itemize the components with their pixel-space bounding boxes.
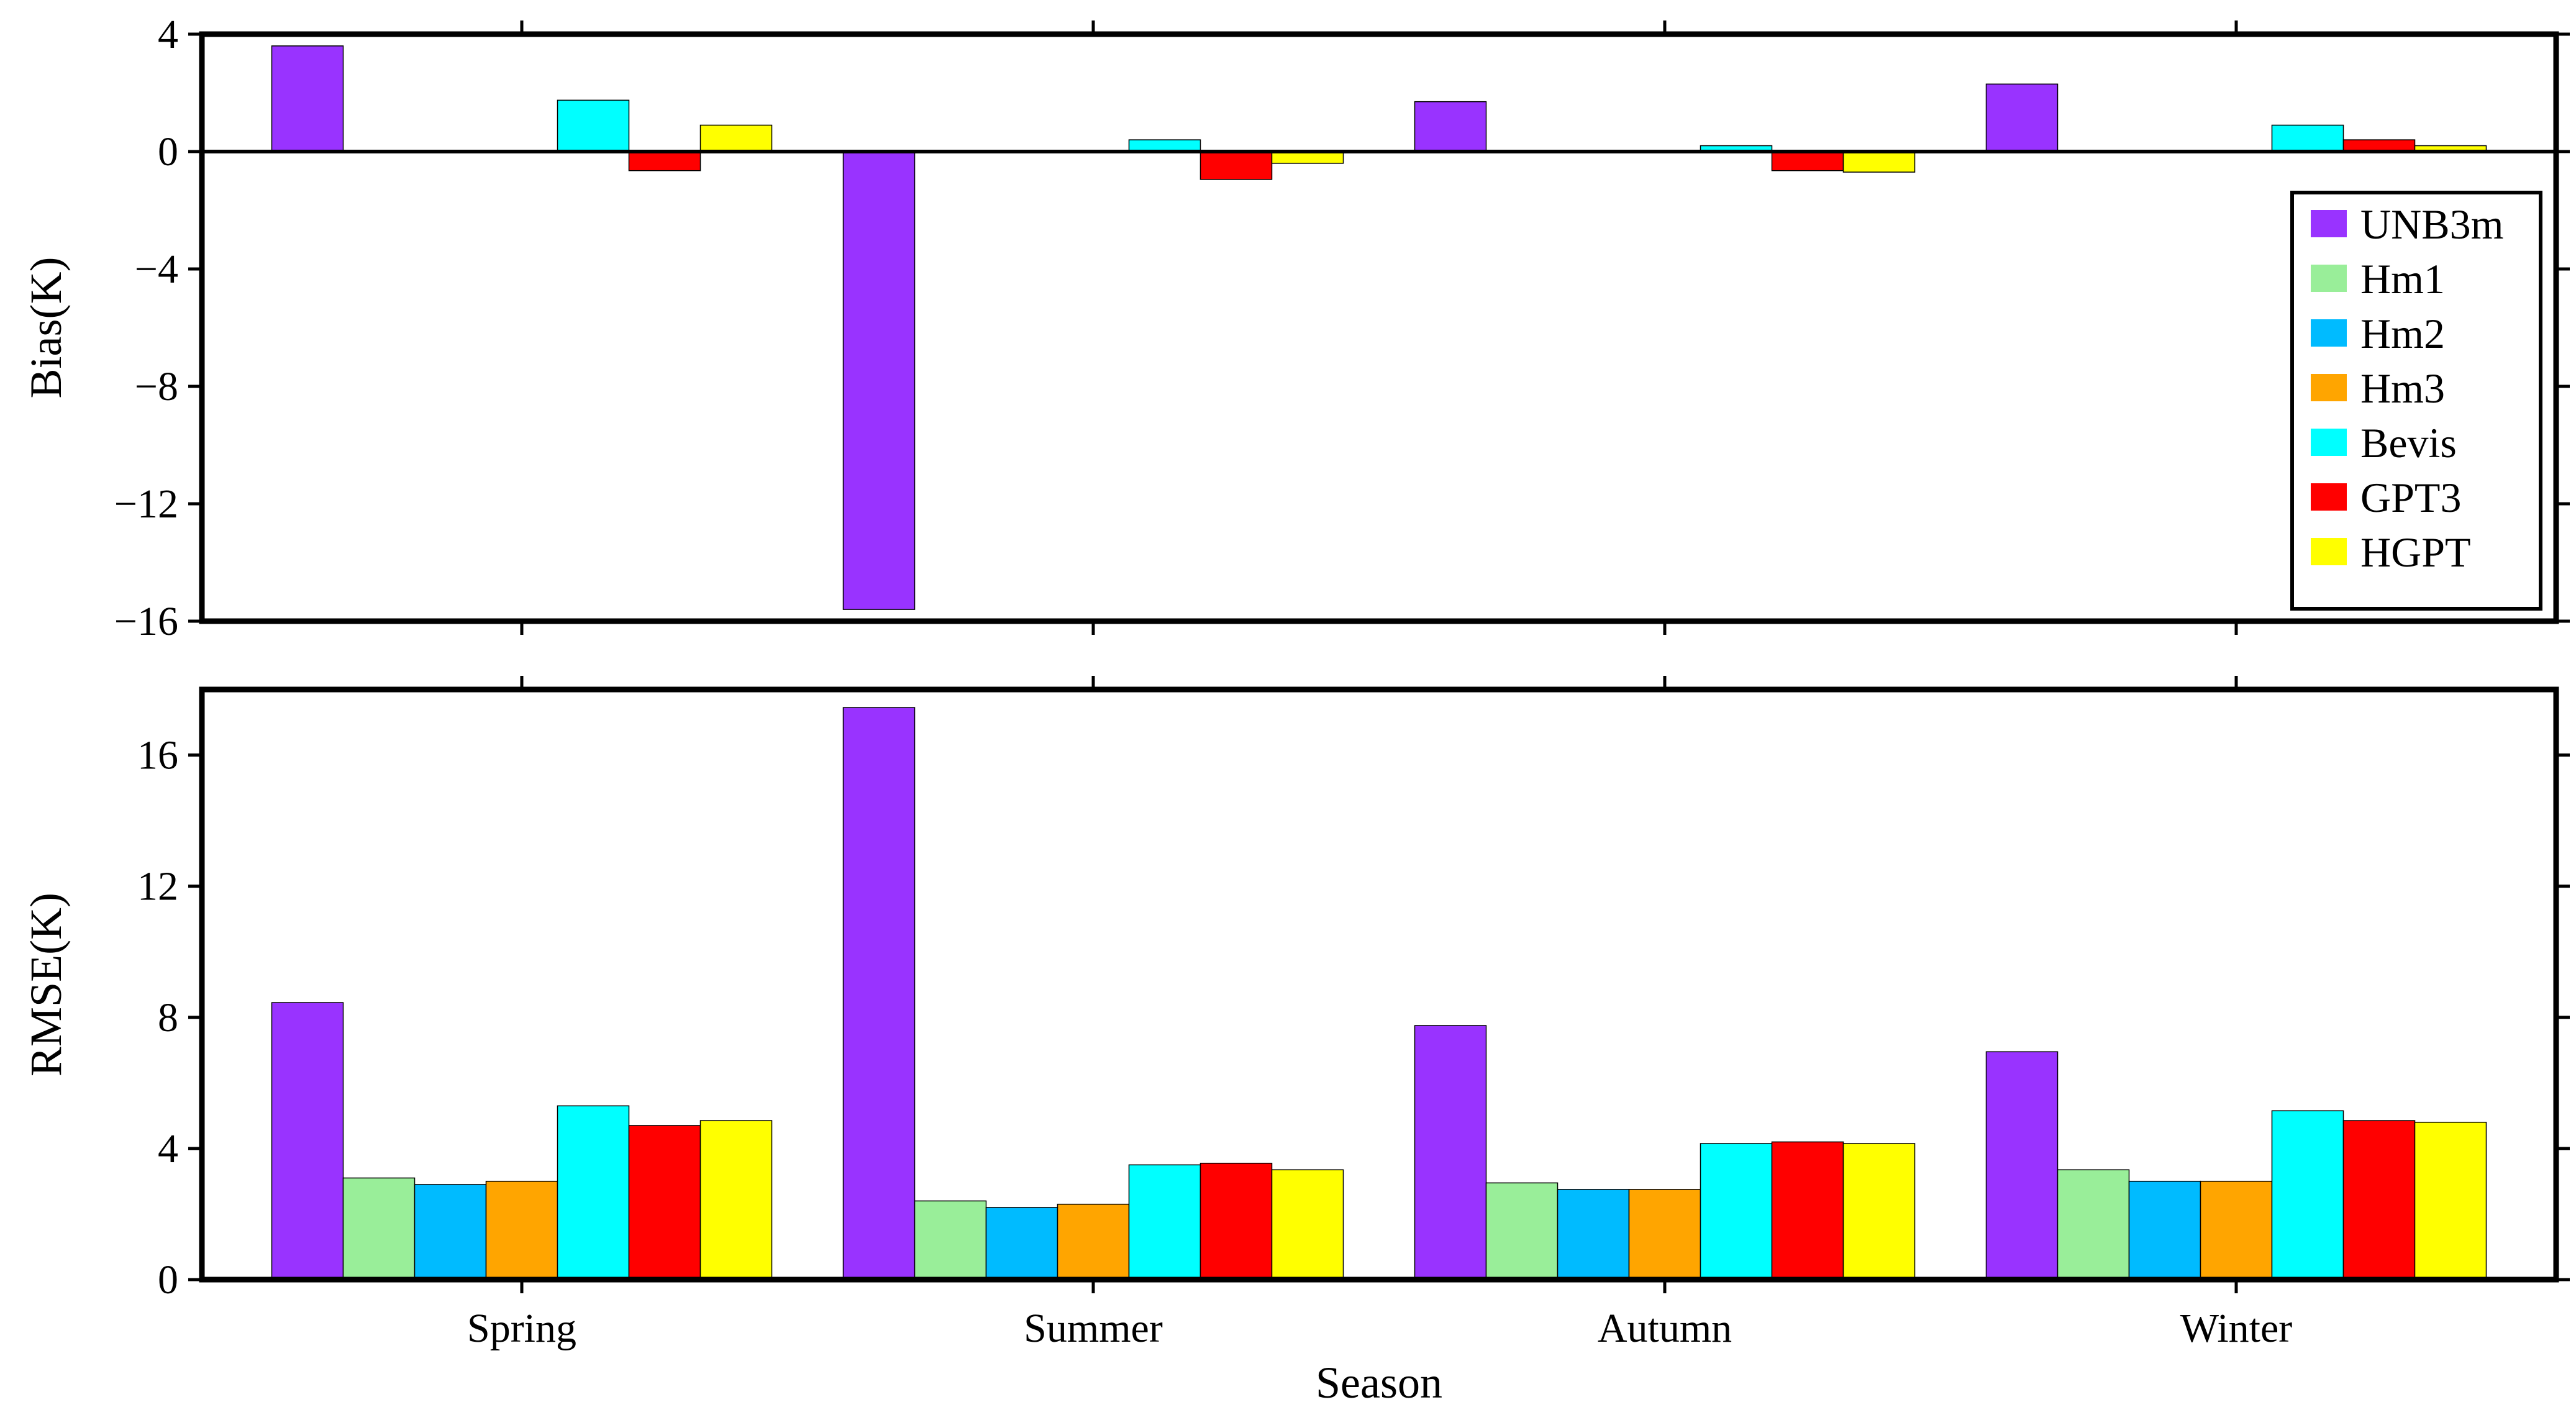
bias-bar-unb3m-spring <box>271 45 344 152</box>
legend-swatch-bevis <box>2311 429 2347 456</box>
rmse-bar-hm3-winter <box>2200 1180 2273 1280</box>
rmse-bar-gpt3-spring <box>628 1125 701 1280</box>
rmse-bar-bevis-autumn <box>1700 1143 1773 1280</box>
bias-ytick-label: −8 <box>135 364 178 409</box>
rmse-ytick-label: 12 <box>137 864 178 909</box>
legend-label-hm2: Hm2 <box>2360 310 2445 357</box>
rmse-bar-hgpt-autumn <box>1842 1143 1916 1280</box>
bias-ytick-label: −4 <box>135 247 178 292</box>
bias-bar-bevis-winter <box>2271 124 2344 152</box>
legend-swatch-unb3m <box>2311 210 2347 237</box>
rmse-ytick-label: 16 <box>137 733 178 778</box>
bias-ytick-label: −12 <box>114 481 178 527</box>
legend: UNB3m Hm1 Hm2 Hm3 Bevis GPT3 HGPT <box>2290 191 2542 611</box>
bias-bar-bevis-spring <box>557 99 630 152</box>
rmse-bar-hm3-autumn <box>1628 1189 1701 1280</box>
rmse-ytick-label: 4 <box>158 1126 178 1172</box>
legend-label-hgpt: HGPT <box>2360 529 2471 576</box>
bias-bar-gpt3-summer <box>1199 151 1273 180</box>
rmse-bar-hgpt-spring <box>699 1120 773 1280</box>
rmse-bar-gpt3-autumn <box>1771 1141 1844 1280</box>
rmse-category-label: Winter <box>2180 1306 2293 1351</box>
legend-swatch-hgpt <box>2311 538 2347 565</box>
bias-bar-unb3m-autumn <box>1414 101 1487 152</box>
rmse-bar-hgpt-winter <box>2414 1121 2487 1280</box>
rmse-category-label: Summer <box>1024 1306 1163 1351</box>
rmse-bar-hm1-autumn <box>1485 1182 1559 1280</box>
bias-ytick-label: −16 <box>114 599 178 644</box>
bias-bar-unb3m-winter <box>1985 83 2059 152</box>
rmse-bar-unb3m-autumn <box>1414 1025 1487 1280</box>
rmse-bar-hm2-summer <box>985 1207 1058 1280</box>
rmse-bar-hm3-spring <box>485 1180 558 1280</box>
legend-label-unb3m: UNB3m <box>2360 201 2503 248</box>
rmse-bar-hgpt-summer <box>1271 1169 1344 1280</box>
legend-swatch-hm1 <box>2311 265 2347 292</box>
rmse-bar-hm2-winter <box>2128 1180 2201 1280</box>
legend-swatch-hm3 <box>2311 374 2347 401</box>
rmse-category-label: Autumn <box>1598 1306 1732 1351</box>
legend-label-bevis: Bevis <box>2360 419 2457 467</box>
rmse-bar-hm1-spring <box>342 1177 416 1280</box>
rmse-bar-unb3m-summer <box>842 707 916 1280</box>
rmse-bar-bevis-summer <box>1128 1164 1201 1280</box>
bias-ytick-label: 0 <box>158 129 178 175</box>
bias-bar-gpt3-spring <box>628 151 701 171</box>
rmse-panel: 0 4 8 12 16 Spring Summer Autumn Winter RMSE(K) Se… <box>21 676 2570 1408</box>
rmse-plot-frame <box>199 686 2559 1283</box>
rmse-category-label: Spring <box>467 1306 576 1351</box>
bias-panel: 4 0 −4 −8 −12 −16 Bias(K) UNB3m Hm1 Hm2 Hm3 Bevis GP… <box>21 12 2570 644</box>
bias-bar-unb3m-summer <box>842 151 916 610</box>
bias-bar-hgpt-autumn <box>1842 151 1916 173</box>
rmse-ytick-label: 0 <box>158 1257 178 1303</box>
legend-label-gpt3: GPT3 <box>2360 474 2461 521</box>
rmse-bar-unb3m-winter <box>1985 1051 2059 1280</box>
legend-label-hm1: Hm1 <box>2360 255 2445 303</box>
rmse-x-axis-title: Season <box>1316 1358 1442 1408</box>
rmse-bar-bevis-spring <box>557 1105 630 1280</box>
rmse-bar-hm1-winter <box>2057 1169 2130 1280</box>
rmse-bar-gpt3-summer <box>1199 1162 1273 1280</box>
rmse-bar-bevis-winter <box>2271 1110 2344 1280</box>
legend-label-hm3: Hm3 <box>2360 365 2445 412</box>
rmse-ytick-label: 8 <box>158 995 178 1040</box>
legend-swatch-gpt3 <box>2311 483 2347 511</box>
rmse-bar-hm1-summer <box>914 1200 987 1280</box>
bias-plot-frame <box>199 31 2559 624</box>
rmse-bar-hm2-autumn <box>1557 1189 1630 1280</box>
rmse-bar-unb3m-spring <box>271 1002 344 1280</box>
bias-bar-hgpt-spring <box>699 124 773 152</box>
rmse-bar-hm2-spring <box>414 1184 487 1280</box>
rmse-bar-gpt3-winter <box>2342 1120 2416 1280</box>
bias-bar-gpt3-autumn <box>1771 151 1844 171</box>
rmse-bar-hm3-summer <box>1057 1203 1130 1280</box>
bias-y-axis-title: Bias(K) <box>21 257 71 399</box>
bias-ytick-label: 4 <box>158 12 178 57</box>
rmse-y-axis-title: RMSE(K) <box>21 893 71 1076</box>
legend-swatch-hm2 <box>2311 319 2347 347</box>
